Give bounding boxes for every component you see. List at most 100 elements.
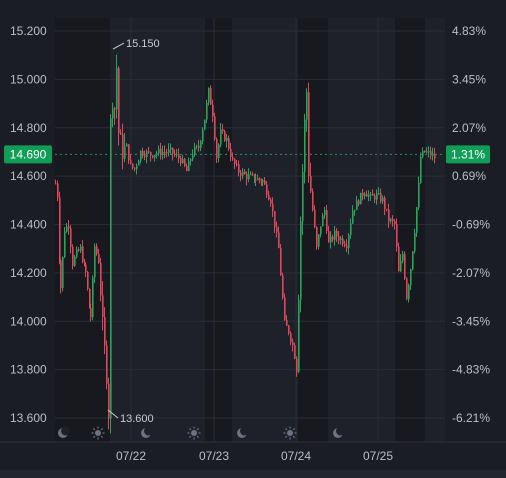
candle-body xyxy=(268,194,270,200)
candle-body xyxy=(302,172,304,222)
candle-body xyxy=(150,152,152,156)
sun-ray xyxy=(188,427,192,431)
candle-body xyxy=(174,153,176,155)
candle-body xyxy=(60,260,62,289)
candle-body xyxy=(234,159,236,165)
candle-body xyxy=(98,253,100,264)
candle-body xyxy=(72,247,74,266)
candle-body xyxy=(212,104,214,117)
candle-body xyxy=(314,210,316,227)
session-band xyxy=(55,18,110,442)
candle-body xyxy=(70,228,72,248)
candle-body xyxy=(204,119,206,130)
candle-body xyxy=(132,163,134,168)
candle-body xyxy=(94,246,96,278)
candle-body xyxy=(374,195,376,200)
candle-body xyxy=(246,173,248,180)
candle-body xyxy=(388,209,390,222)
candle-body xyxy=(92,277,94,318)
sun-ray xyxy=(92,427,96,431)
candle-body xyxy=(208,88,210,103)
candle-body xyxy=(166,152,168,154)
candle-body xyxy=(434,153,436,159)
candle-body xyxy=(100,263,102,296)
high-pointer xyxy=(112,42,125,50)
candle-body xyxy=(418,182,420,208)
candle-body xyxy=(292,341,294,346)
y-tick-left: 15.000 xyxy=(10,72,47,86)
x-tick-date: 07/23 xyxy=(199,449,229,463)
candle-body xyxy=(78,249,80,251)
candle-body xyxy=(276,227,278,233)
candle-body xyxy=(324,210,326,216)
candle-body xyxy=(242,171,244,176)
candle-body xyxy=(160,148,162,156)
y-tick-right: 3.45% xyxy=(452,72,486,86)
candle-body xyxy=(188,160,190,172)
y-tick-left: 14.000 xyxy=(10,314,47,328)
candle-body xyxy=(118,68,120,134)
candle-body xyxy=(396,223,398,247)
candle-body xyxy=(257,178,259,180)
y-tick-left: 14.600 xyxy=(10,169,47,183)
moon-icon xyxy=(58,426,70,438)
sun-ray xyxy=(100,427,104,431)
y-tick-right: 0.69% xyxy=(452,169,486,183)
candle-body xyxy=(404,253,406,279)
candle-body xyxy=(326,210,328,232)
candles xyxy=(55,54,436,434)
y-tick-right: -4.83% xyxy=(452,363,490,377)
candle-body xyxy=(416,207,418,233)
candle-body xyxy=(192,154,194,160)
candle-body xyxy=(354,209,356,211)
candle-body xyxy=(346,245,348,249)
candle-body xyxy=(362,192,364,197)
candle-body xyxy=(59,197,61,261)
moon-icon xyxy=(237,426,249,438)
candle-body xyxy=(316,226,318,247)
candle-body xyxy=(190,159,192,161)
candle-body xyxy=(378,193,380,195)
candle-body xyxy=(420,156,422,183)
candle-body xyxy=(140,150,142,161)
candle-body xyxy=(202,129,204,141)
candle-body xyxy=(134,167,136,169)
candle-body xyxy=(344,244,346,246)
candle-body xyxy=(120,133,122,135)
candle-body xyxy=(182,159,184,163)
sun-ray xyxy=(92,435,96,439)
bottom-scrollbar[interactable] xyxy=(0,470,506,478)
candle-body xyxy=(214,116,216,139)
candle-body xyxy=(170,147,172,150)
candle-body xyxy=(114,108,116,110)
candle-body xyxy=(402,253,404,261)
candle-body xyxy=(200,140,202,148)
candle-body xyxy=(370,194,372,196)
y-tick-left: 14.200 xyxy=(10,266,47,280)
candle-body xyxy=(368,194,370,197)
candle-body xyxy=(382,197,384,202)
moon-icon xyxy=(333,426,345,438)
candle-body xyxy=(272,203,274,211)
candle-body xyxy=(332,236,334,240)
candle-body xyxy=(236,164,238,166)
y-tick-right: 2.07% xyxy=(452,121,486,135)
sun-core xyxy=(287,430,293,436)
candle-body xyxy=(366,193,368,197)
plot-area xyxy=(55,18,445,442)
candle-body xyxy=(282,275,284,298)
candle-body xyxy=(394,221,396,224)
candle-body xyxy=(210,88,212,105)
candle-body xyxy=(274,210,276,228)
sun-ray xyxy=(292,435,296,439)
last-price-tag xyxy=(4,145,52,164)
candle-body xyxy=(102,295,104,318)
candle-body xyxy=(338,236,340,241)
moon-cutout xyxy=(240,426,249,436)
candle-body xyxy=(250,174,252,176)
candle-body xyxy=(126,144,128,147)
candle-body xyxy=(122,134,124,159)
candle-body xyxy=(386,208,388,210)
